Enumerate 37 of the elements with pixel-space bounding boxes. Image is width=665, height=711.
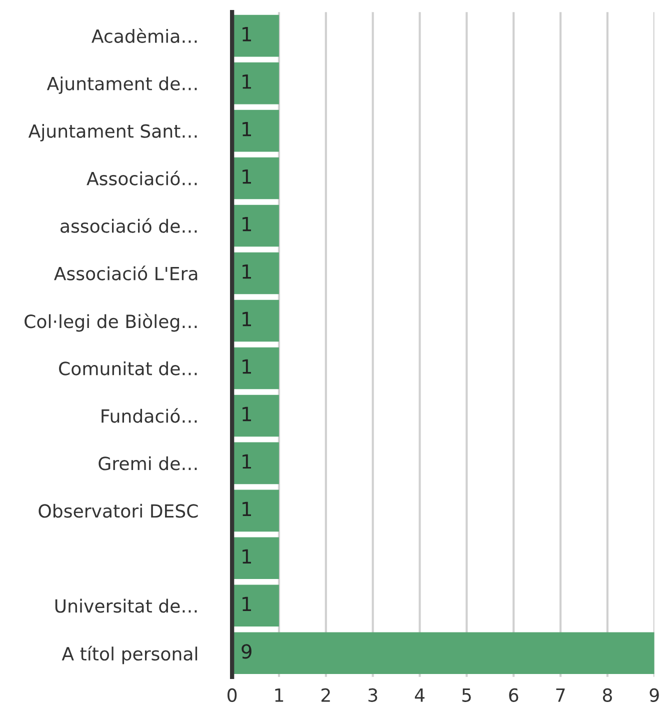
data-label: 1 xyxy=(242,596,251,612)
y-tick-label: Acadèmia… xyxy=(92,28,197,43)
x-tick-label: 6 xyxy=(509,688,518,702)
data-label: 1 xyxy=(242,264,251,279)
x-tick-label: 0 xyxy=(228,688,237,702)
data-label: 1 xyxy=(242,502,251,516)
data-label: 1 xyxy=(242,359,251,374)
y-tick-label: Gremi de… xyxy=(98,456,197,470)
data-label: 1 xyxy=(242,549,251,564)
y-tick-label: A títol personal xyxy=(62,646,198,664)
y-tick-label: Fundació… xyxy=(102,408,197,423)
x-tick-label: 4 xyxy=(414,688,424,702)
x-tick-label: 9 xyxy=(650,688,659,702)
x-tick-label: 2 xyxy=(322,688,330,702)
y-tick-label: associació de… xyxy=(60,218,197,233)
y-tick-label: Associació L'Era xyxy=(54,266,198,280)
y-tick-label: Observatori DESC xyxy=(38,504,198,518)
data-label: 1 xyxy=(242,169,251,184)
y-tick-label: Associació… xyxy=(86,170,197,186)
y-tick-label: Ajuntament de… xyxy=(46,76,197,94)
data-label: 9 xyxy=(242,644,252,659)
x-tick-label: 3 xyxy=(368,688,378,702)
data-label: 1 xyxy=(242,454,251,469)
y-tick-label: Universitat de… xyxy=(55,598,197,613)
y-tick-label: Comunitat de… xyxy=(59,361,197,376)
x-tick-label: 1 xyxy=(275,688,284,702)
data-label: 1 xyxy=(242,216,251,232)
data-label: 1 xyxy=(242,27,251,42)
data-label: 1 xyxy=(242,406,251,422)
data-label: 1 xyxy=(242,74,251,89)
x-tick-label: 7 xyxy=(556,688,565,702)
x-tick-label: 5 xyxy=(462,688,471,702)
y-tick-label: Ajuntament Sant… xyxy=(28,124,197,142)
data-label: 1 xyxy=(242,312,251,326)
y-tick-label: Col·legi de Biòleg… xyxy=(24,314,197,332)
x-tick-label: 8 xyxy=(602,688,612,702)
data-label: 1 xyxy=(242,122,251,136)
